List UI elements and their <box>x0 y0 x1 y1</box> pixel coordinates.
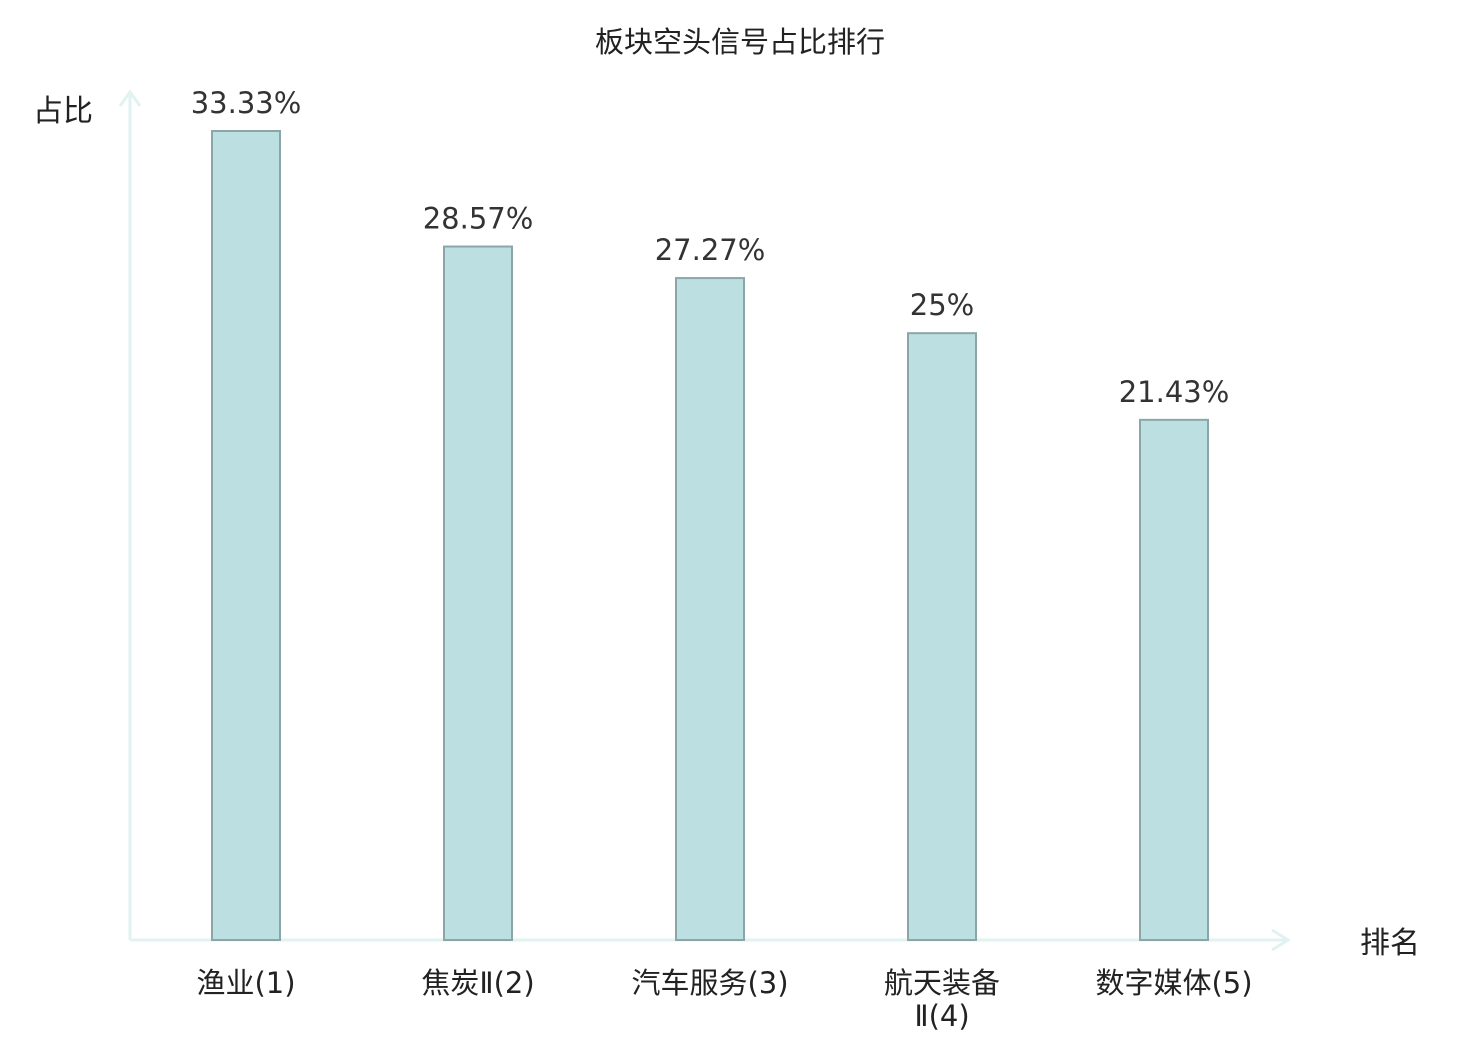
value-label-2: 28.57% <box>423 202 534 236</box>
value-label-5: 21.43% <box>1119 375 1230 409</box>
chart-title: 板块空头信号占比排行 <box>595 25 885 59</box>
value-label-4: 25% <box>910 288 974 322</box>
x-axis-arrow <box>1271 928 1291 952</box>
bar-5 <box>1139 418 1209 942</box>
value-label-3: 27.27% <box>655 233 766 267</box>
y-axis-arrow <box>118 89 142 107</box>
bar-4 <box>907 332 977 941</box>
bar-3 <box>675 277 745 942</box>
category-label-5: 数字媒体(5) <box>1095 966 1252 1000</box>
category-label-4-line-2: Ⅱ(4) <box>914 999 969 1033</box>
bars-group <box>211 130 1209 942</box>
x-axis-label: 排名 <box>1360 926 1420 961</box>
value-label-1: 33.33% <box>191 86 302 120</box>
category-label-3: 汽车服务(3) <box>631 966 788 1000</box>
category-label-1: 渔业(1) <box>196 966 295 1000</box>
bar-2 <box>443 245 513 942</box>
value-labels-group: 33.33% 28.57% 27.27% 25% 21.43% <box>191 86 1230 409</box>
category-label-4-line-1: 航天装备 <box>884 966 1000 1000</box>
y-axis-label: 占比 <box>33 94 93 129</box>
category-label-2: 焦炭Ⅱ(2) <box>421 966 534 1000</box>
bar-1 <box>211 130 281 941</box>
